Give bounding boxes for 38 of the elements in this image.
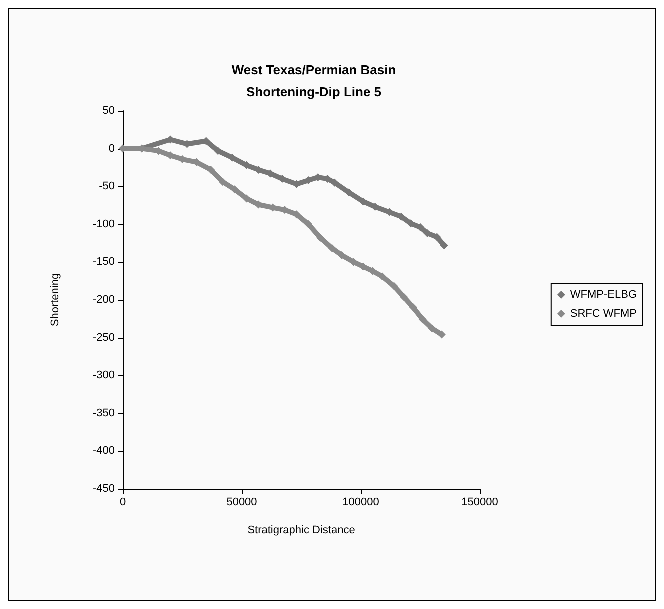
y-tick-label: -300 [92, 370, 115, 382]
legend-label: WFMP-ELBG [570, 289, 638, 301]
point [316, 234, 325, 242]
x-axis-title: Stratigraphic Distance [248, 524, 356, 536]
y-tick-label: 50 [102, 105, 115, 117]
point [304, 220, 313, 228]
x-tick-label: 50000 [226, 496, 258, 508]
point [406, 220, 415, 228]
x-tick-label: 150000 [462, 496, 498, 508]
y-tick-label: -150 [92, 256, 115, 268]
y-axis-title: Shortening [50, 273, 62, 327]
legend-label: SRFC WFMP [570, 308, 637, 320]
point [230, 186, 239, 194]
y-tick-label: -450 [92, 483, 115, 495]
x-tick-label: 0 [120, 496, 126, 508]
y-tick-label: -100 [92, 218, 115, 230]
y-tick-label: -50 [99, 180, 115, 193]
point [418, 316, 427, 324]
y-tick-label: -400 [92, 445, 115, 458]
point [207, 166, 216, 174]
point [438, 330, 446, 339]
point [218, 178, 227, 186]
point [330, 178, 339, 187]
point [400, 292, 408, 301]
x-tick-label: 100000 [342, 496, 380, 508]
y-tick-label: 0 [108, 142, 115, 155]
y-tick-label: -250 [92, 332, 115, 344]
point [345, 188, 354, 197]
point [328, 244, 336, 253]
y-tick-label: -200 [92, 294, 115, 306]
point [440, 242, 448, 250]
point [409, 304, 418, 312]
point [428, 324, 436, 333]
y-tick-label: -350 [92, 407, 115, 420]
point [390, 282, 398, 290]
point [378, 272, 386, 281]
point [338, 251, 346, 260]
chart-title: West Texas/Permian Basin Shortening-Dip Line 5 [232, 62, 396, 100]
